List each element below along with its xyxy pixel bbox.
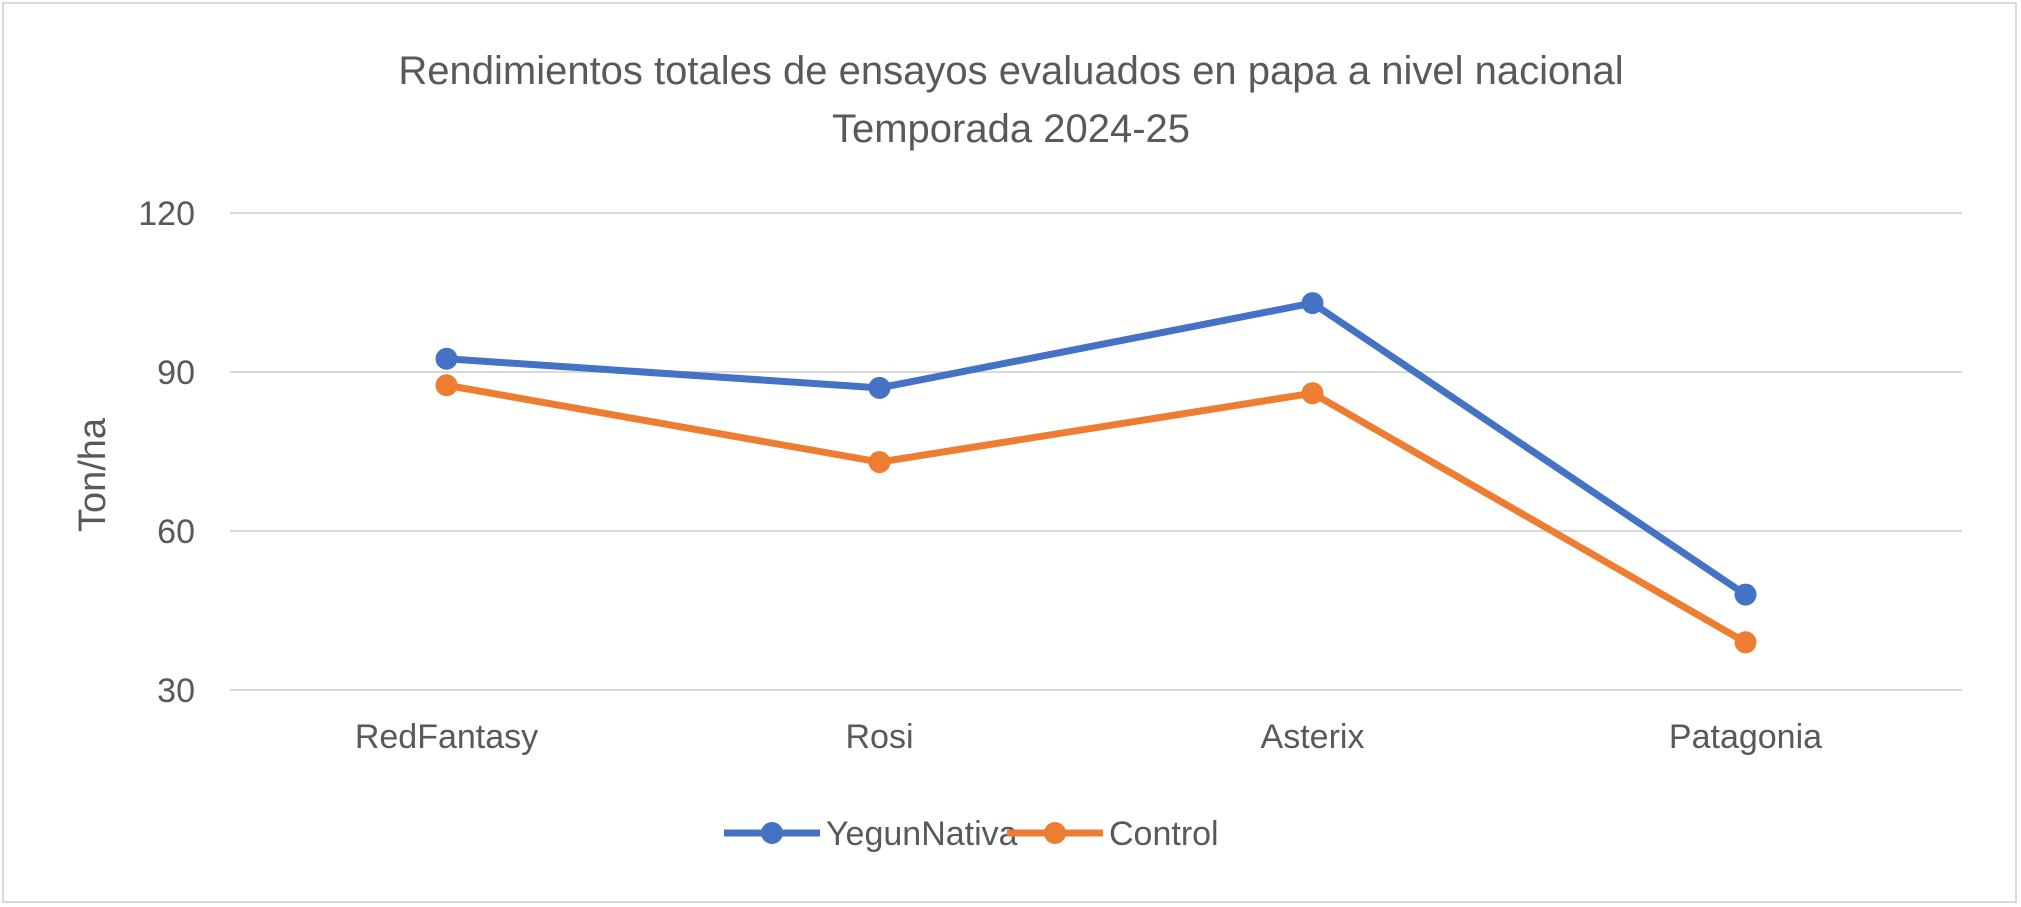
chart-subtitle: Temporada 2024-25: [832, 107, 1190, 151]
legend-label: YegunNativa: [826, 815, 1018, 853]
y-tick-label: 90: [157, 354, 195, 392]
data-point: [1734, 583, 1757, 606]
data-point: [868, 376, 891, 399]
series-line: [443, 381, 1749, 646]
y-axis-ticks: 30 60 90 120: [138, 195, 195, 710]
series-YegunNativa: [435, 292, 1757, 606]
legend-label: Control: [1109, 815, 1219, 853]
x-tick-label: Asterix: [1261, 718, 1365, 756]
y-axis-title: Ton/ha: [72, 417, 114, 532]
data-point: [435, 374, 458, 397]
data-point: [435, 347, 458, 370]
series-line: [443, 299, 1749, 599]
x-tick-label: Patagonia: [1669, 718, 1822, 756]
gridlines: [230, 212, 1962, 691]
data-point: [1301, 382, 1324, 405]
legend: YegunNativa Control: [724, 815, 1219, 853]
legend-item: YegunNativa: [724, 815, 1018, 853]
y-tick-label: 120: [138, 195, 195, 233]
chart-title: Rendimientos totales de ensayos evaluado…: [398, 49, 1623, 93]
legend-marker: [761, 822, 783, 844]
y-tick-label: 60: [157, 513, 195, 551]
legend-item: Control: [1007, 815, 1219, 853]
legend-marker: [1044, 822, 1066, 844]
data-point: [1734, 631, 1757, 654]
y-tick-label: 30: [157, 672, 195, 710]
chart-title-group: Rendimientos totales de ensayos evaluado…: [398, 49, 1623, 151]
data-point: [1301, 292, 1324, 315]
x-tick-label: Rosi: [845, 718, 913, 756]
series-group: [435, 292, 1757, 654]
x-tick-label: RedFantasy: [355, 718, 538, 756]
data-point: [868, 451, 891, 474]
series-Control: [435, 374, 1757, 654]
x-axis-ticks: RedFantasy Rosi Asterix Patagonia: [355, 718, 1822, 756]
